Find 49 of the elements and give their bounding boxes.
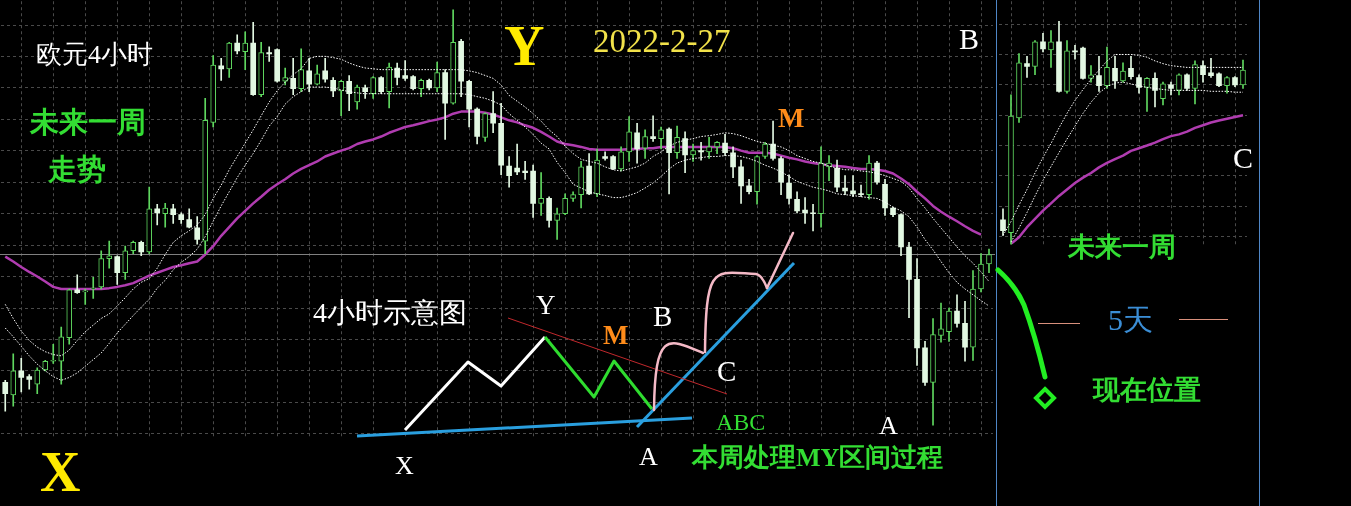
candlestick xyxy=(1024,55,1030,78)
annotation: 未来一周 xyxy=(1068,232,1176,262)
candlestick xyxy=(938,302,944,343)
candlestick xyxy=(402,60,408,81)
annotation: 4小时示意图 xyxy=(313,297,467,328)
candlestick xyxy=(842,175,848,195)
text: A xyxy=(639,442,658,471)
annotation: Y xyxy=(536,290,556,320)
text: 5天 xyxy=(1108,303,1153,336)
candlestick xyxy=(698,142,704,161)
annotation: M xyxy=(778,102,805,133)
candlestick xyxy=(266,46,273,62)
chart-subtitle: 2022-2-27 xyxy=(593,23,731,59)
candlestick xyxy=(538,172,544,216)
candlestick xyxy=(162,203,169,228)
candlestick xyxy=(706,137,712,159)
candlestick xyxy=(106,240,113,269)
annotation: A xyxy=(879,411,898,440)
annotation: M xyxy=(603,320,629,350)
annotation: B xyxy=(959,22,980,55)
candlestick xyxy=(18,358,25,393)
candlestick xyxy=(1048,30,1054,68)
candlestick xyxy=(1072,45,1078,60)
candlestick xyxy=(1208,57,1214,78)
candlestick xyxy=(802,197,808,224)
annotation: 走势 xyxy=(48,153,106,185)
candlestick xyxy=(50,343,57,364)
candlestick xyxy=(242,31,249,70)
annotation: ABC xyxy=(716,409,766,435)
candlestick xyxy=(90,277,97,299)
annotation: C xyxy=(717,355,737,387)
text: 欧元4小时 xyxy=(36,40,153,69)
annotation: Y xyxy=(504,15,545,77)
candlestick xyxy=(850,175,856,198)
annotation: 未来一周 xyxy=(30,106,146,138)
candlestick xyxy=(858,184,864,198)
candlestick xyxy=(218,58,225,81)
text: X xyxy=(395,451,414,480)
text: X xyxy=(40,441,81,503)
annotation: C xyxy=(1233,141,1254,174)
candlestick xyxy=(82,288,89,305)
annotation: B xyxy=(653,300,673,332)
candlestick xyxy=(650,115,656,142)
candlestick xyxy=(522,161,528,180)
text: 本周处理MY区间过程 xyxy=(692,443,944,472)
candlestick xyxy=(810,203,816,232)
candlestick xyxy=(514,143,520,176)
text: 现在位置 xyxy=(1093,375,1201,405)
candlestick xyxy=(74,274,81,294)
